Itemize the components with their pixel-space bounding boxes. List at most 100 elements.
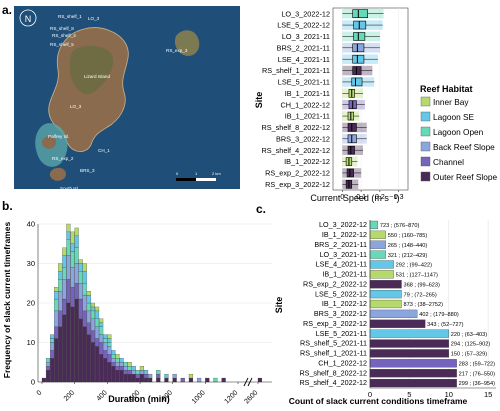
hist-bar-segment bbox=[94, 326, 100, 339]
hbar-value-label: 873 ; (38–2752) bbox=[404, 302, 444, 308]
boxplot-box bbox=[351, 77, 363, 87]
hist-bar-segment bbox=[90, 302, 96, 308]
hist-x-tick-label: 800 bbox=[161, 389, 174, 402]
legend-swatch bbox=[420, 141, 431, 152]
hist-bar-segment bbox=[54, 291, 59, 300]
map-label: RS_exp_3 bbox=[166, 48, 188, 53]
hist-bar-segment bbox=[107, 334, 112, 339]
hist-bar-segment bbox=[66, 239, 71, 256]
hist-bar-segment bbox=[90, 306, 96, 312]
hbar-value-label: 294 ; (125–902) bbox=[451, 342, 491, 348]
hist-bar-segment bbox=[188, 373, 194, 379]
scale-bar-black bbox=[176, 178, 196, 181]
hist-bar-segment bbox=[172, 377, 177, 383]
boxplot-site-label: RS_shelf_8_2022-12 bbox=[261, 123, 330, 132]
hist-bar-segment bbox=[70, 267, 75, 288]
hist-bar-segment bbox=[62, 267, 67, 280]
hist-bar-segment bbox=[62, 247, 67, 256]
boxplot-box bbox=[352, 9, 368, 18]
hist-bar-segment bbox=[78, 259, 83, 264]
hbar-site-label: RS_shelf_5_2021-11 bbox=[300, 339, 367, 348]
hist-bar-segment bbox=[86, 322, 91, 335]
hist-bar-segment bbox=[86, 291, 91, 296]
hbar-value-label: 292 ; (99–422) bbox=[396, 263, 433, 269]
scale-2: 2 km bbox=[212, 171, 221, 176]
hist-xlabel: Duration (min) bbox=[108, 394, 170, 404]
hbar-x-tick-label: 5 bbox=[407, 390, 411, 399]
legend-label: Lagoon Open bbox=[433, 127, 484, 137]
hbar-bar bbox=[369, 260, 394, 269]
hist-bar-segment bbox=[115, 362, 120, 367]
boxplot-site-label: LSE_5_2021-11 bbox=[278, 78, 330, 87]
hist-bar-segment bbox=[205, 377, 210, 383]
hbar-value-label: 299 ; (36–954) bbox=[459, 381, 496, 387]
hist-bar-segment bbox=[107, 338, 112, 343]
hist-bar-segment bbox=[90, 310, 96, 319]
boxplot-site-label: BRS_3_2022-12 bbox=[276, 134, 330, 143]
boxplot-ylabel: Site bbox=[254, 92, 264, 109]
map-label: RS_shelf_4 bbox=[52, 33, 76, 38]
hist-bar-segment bbox=[50, 338, 55, 343]
hbar-site-label: RS_shelf_8_2022-12 bbox=[299, 368, 367, 377]
hist-bar-segment bbox=[115, 366, 120, 371]
hbar-bar bbox=[369, 220, 379, 230]
hist-bar-segment bbox=[58, 271, 63, 280]
hist-bar-segment bbox=[50, 358, 55, 383]
hist-bar-segment bbox=[58, 326, 63, 383]
hbar-value-label: 321 ; (212–429) bbox=[388, 253, 428, 259]
hbar-bar bbox=[369, 240, 386, 249]
boxplot-box bbox=[353, 32, 366, 41]
hist-bar-segment bbox=[58, 310, 63, 327]
hist-bar-segment bbox=[107, 354, 112, 363]
legend-label: Lagoon SE bbox=[433, 112, 475, 122]
hist-bar-segment bbox=[90, 318, 96, 331]
hist-bar-segment bbox=[82, 326, 87, 383]
hist-bar-segment bbox=[127, 370, 132, 375]
boxplot-site-label: LSE_5_2022-12 bbox=[277, 21, 330, 30]
hist-ylabel: Frequency of slack current timeframes bbox=[2, 222, 12, 379]
map-label: CH_1 bbox=[98, 148, 110, 153]
map-label: BRS_3 bbox=[80, 168, 95, 173]
hist-bar-segment bbox=[54, 298, 59, 312]
hist-x-tick-label: 0 bbox=[36, 389, 44, 397]
hist-bar-segment bbox=[99, 334, 104, 343]
hbar-bar bbox=[369, 280, 402, 289]
map-label: RS_shelf_8 bbox=[50, 26, 74, 31]
legend-swatch bbox=[420, 171, 431, 182]
hist-x-tick-label: 1200 bbox=[223, 389, 239, 405]
hist-bar-segment bbox=[135, 373, 140, 379]
hist-bar-segment bbox=[99, 318, 104, 323]
boxplot-site-label: IB_1_2021-11 bbox=[285, 112, 330, 121]
hbar-site-label: BRS_3_2022-12 bbox=[314, 309, 367, 318]
hist-bar-segment bbox=[103, 338, 108, 343]
hist-y-tick-label: 0 bbox=[31, 378, 35, 387]
hbar-site-label: LSE_5_2021-11 bbox=[316, 329, 367, 338]
boxplot-site-label: RS_exp_2_2022-12 bbox=[265, 169, 330, 178]
hist-bar-segment bbox=[119, 362, 124, 367]
hist-bar-segment bbox=[123, 366, 128, 371]
site-map: N 0 1 2 km RS_shelf_1 LO_3RS_shelf_8RS_sh… bbox=[14, 6, 240, 191]
hist-bar-segment bbox=[139, 366, 145, 371]
hist-bar-segment bbox=[86, 334, 91, 383]
hbar-site-label: RS_exp_2_2022-12 bbox=[303, 279, 367, 288]
hist-bar-segment bbox=[50, 334, 55, 339]
hbar-value-label: 343 ; (52–727) bbox=[427, 322, 464, 328]
map-label: LO_3 bbox=[70, 104, 82, 109]
hist-bar-segment bbox=[111, 366, 116, 383]
hbar-value-label: 150 ; (57–329) bbox=[451, 352, 488, 358]
hist-bar-segment bbox=[74, 235, 79, 248]
map-label: RS_shelf_5 bbox=[50, 42, 74, 47]
hist-bar-segment bbox=[107, 342, 112, 347]
hist-bar-segment bbox=[139, 373, 145, 383]
hist-y-tick-label: 10 bbox=[27, 338, 35, 347]
boxplot-site-label: IB_1_2021-11 bbox=[285, 89, 330, 98]
north-arrow-label: N bbox=[25, 14, 32, 24]
hbar-site-label: LSE_5_2022-12 bbox=[315, 289, 367, 298]
boxplot-x-tick-label: 0 bbox=[340, 194, 344, 201]
hist-bar-segment bbox=[131, 373, 136, 383]
hist-bar-segment bbox=[54, 326, 59, 339]
hist-bar-segment bbox=[62, 314, 67, 383]
hbar-x-tick-label: 0 bbox=[368, 390, 372, 399]
hist-bar-segment bbox=[66, 279, 71, 304]
hbar-value-label: 531 ; (127–1147) bbox=[396, 273, 438, 279]
